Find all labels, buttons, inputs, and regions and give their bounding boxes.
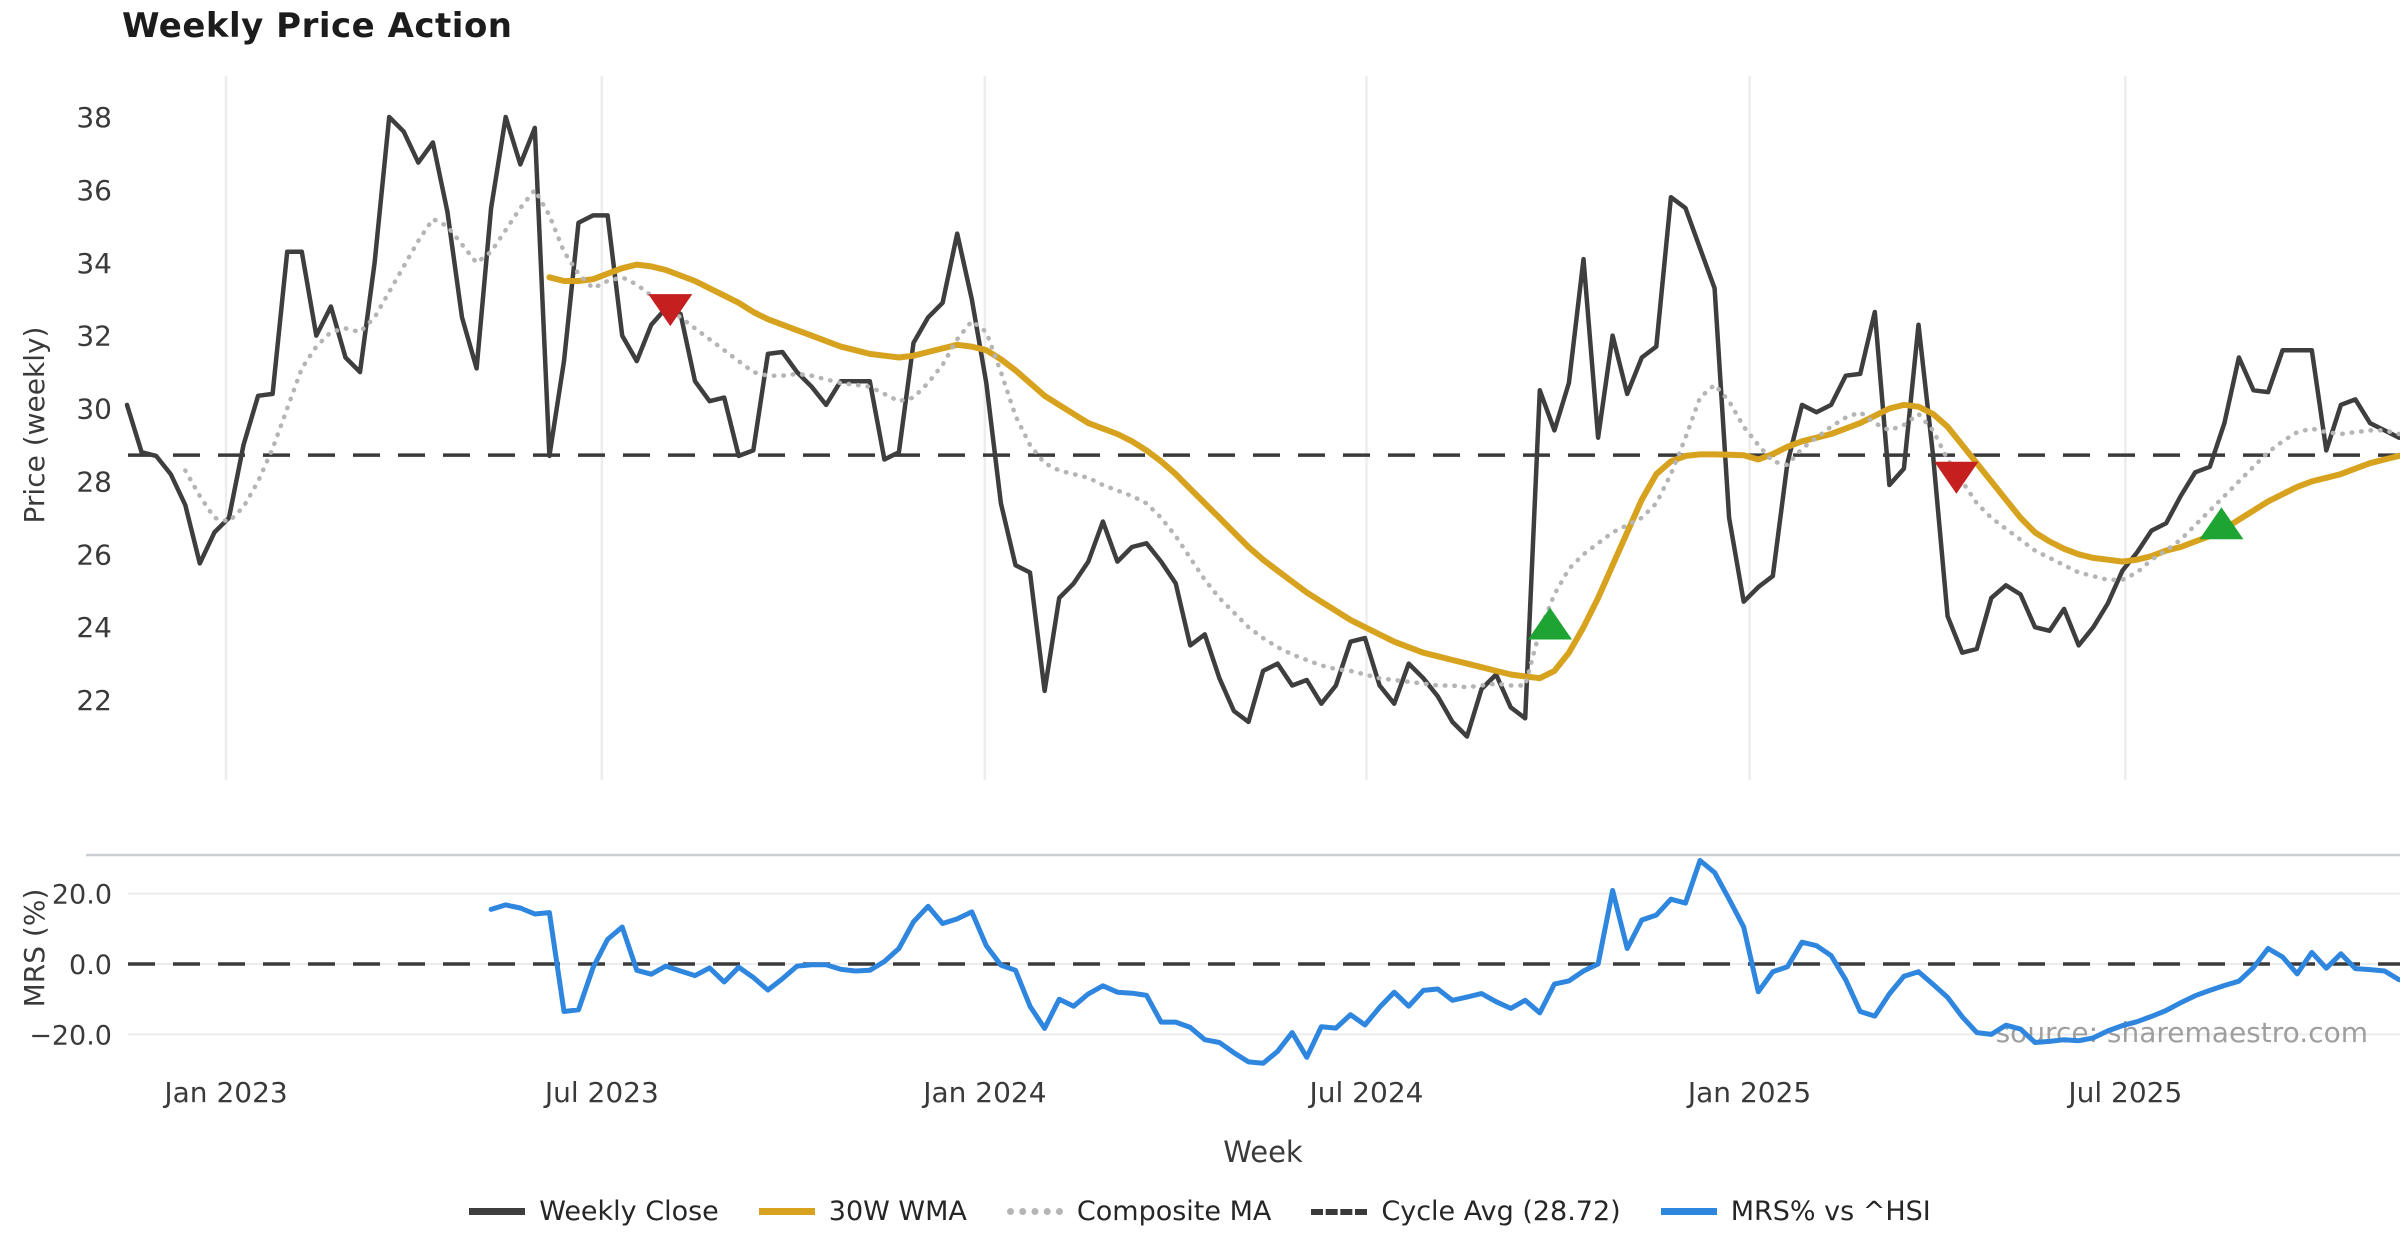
legend-item-mrs-vs-hsi: MRS% vs ^HSI (1660, 1196, 1931, 1227)
legend-label: Weekly Close (539, 1196, 719, 1227)
sell-marker (648, 294, 693, 327)
legend-label: Cycle Avg (28.72) (1381, 1196, 1621, 1227)
axis-tick-labels: 22 24 26 28 30 32 34 36 38 20.0 0.0 −20.0 Jan 2023 Ju… (29, 101, 2182, 1109)
price-ytick: 34 (76, 247, 112, 280)
legend-label: 30W WMA (828, 1196, 967, 1227)
legend-swatch (469, 1208, 526, 1215)
legend-swatch (1660, 1208, 1717, 1215)
x-date-tick: Jul 2025 (2066, 1076, 2182, 1109)
series-mrs-vs-hsi (488, 858, 2400, 1066)
price-ytick: 28 (76, 465, 112, 498)
legend-item-30w-wma: 30W WMA (758, 1196, 967, 1227)
legend-swatch (758, 1208, 815, 1215)
data-series (124, 114, 2400, 1066)
x-date-tick: Jan 2023 (162, 1076, 287, 1109)
legend-swatch (1006, 1208, 1063, 1215)
mrs-axis-label: MRS (%) (18, 889, 51, 1008)
price-ytick: 30 (76, 393, 112, 426)
chart-title: Weekly Price Action (122, 6, 513, 46)
x-axis-label: Week (1223, 1135, 1303, 1169)
legend-swatch (1311, 1208, 1368, 1215)
x-date-tick: Jul 2023 (543, 1076, 659, 1109)
series-30w-wma (546, 261, 2400, 682)
mrs-ytick: 20.0 (52, 880, 112, 911)
mrs-ytick: 0.0 (69, 950, 112, 981)
price-ytick: 24 (76, 611, 112, 644)
buy-marker (1528, 607, 1573, 640)
price-axis-label: Price (weekly) (18, 327, 51, 524)
price-ytick: 32 (76, 320, 112, 353)
legend-label: MRS% vs ^HSI (1730, 1196, 1931, 1227)
mrs-ytick: −20.0 (29, 1020, 112, 1051)
price-ytick: 36 (76, 174, 112, 207)
buy-marker (2199, 507, 2244, 540)
price-ytick: 26 (76, 538, 112, 571)
price-ytick: 38 (76, 101, 112, 134)
watermark: source: sharemaestro.com (1996, 1016, 2368, 1049)
x-date-tick: Jan 2024 (921, 1076, 1046, 1109)
chart-legend: Weekly Close 30W WMA Composite MA Cycle Avg… (0, 1196, 2400, 1227)
x-date-tick: Jan 2025 (1686, 1076, 1811, 1109)
sell-marker (1934, 461, 1979, 494)
series-weekly-close (124, 114, 2400, 739)
price-ytick: 22 (76, 684, 112, 717)
legend-item-cycle-avg-28-72-: Cycle Avg (28.72) (1311, 1196, 1621, 1227)
x-date-tick: Jul 2024 (1308, 1076, 1424, 1109)
legend-label: Composite MA (1076, 1196, 1272, 1227)
legend-item-weekly-close: Weekly Close (469, 1196, 719, 1227)
signal-markers (648, 294, 2244, 640)
legend-item-composite-ma: Composite MA (1006, 1196, 1272, 1227)
